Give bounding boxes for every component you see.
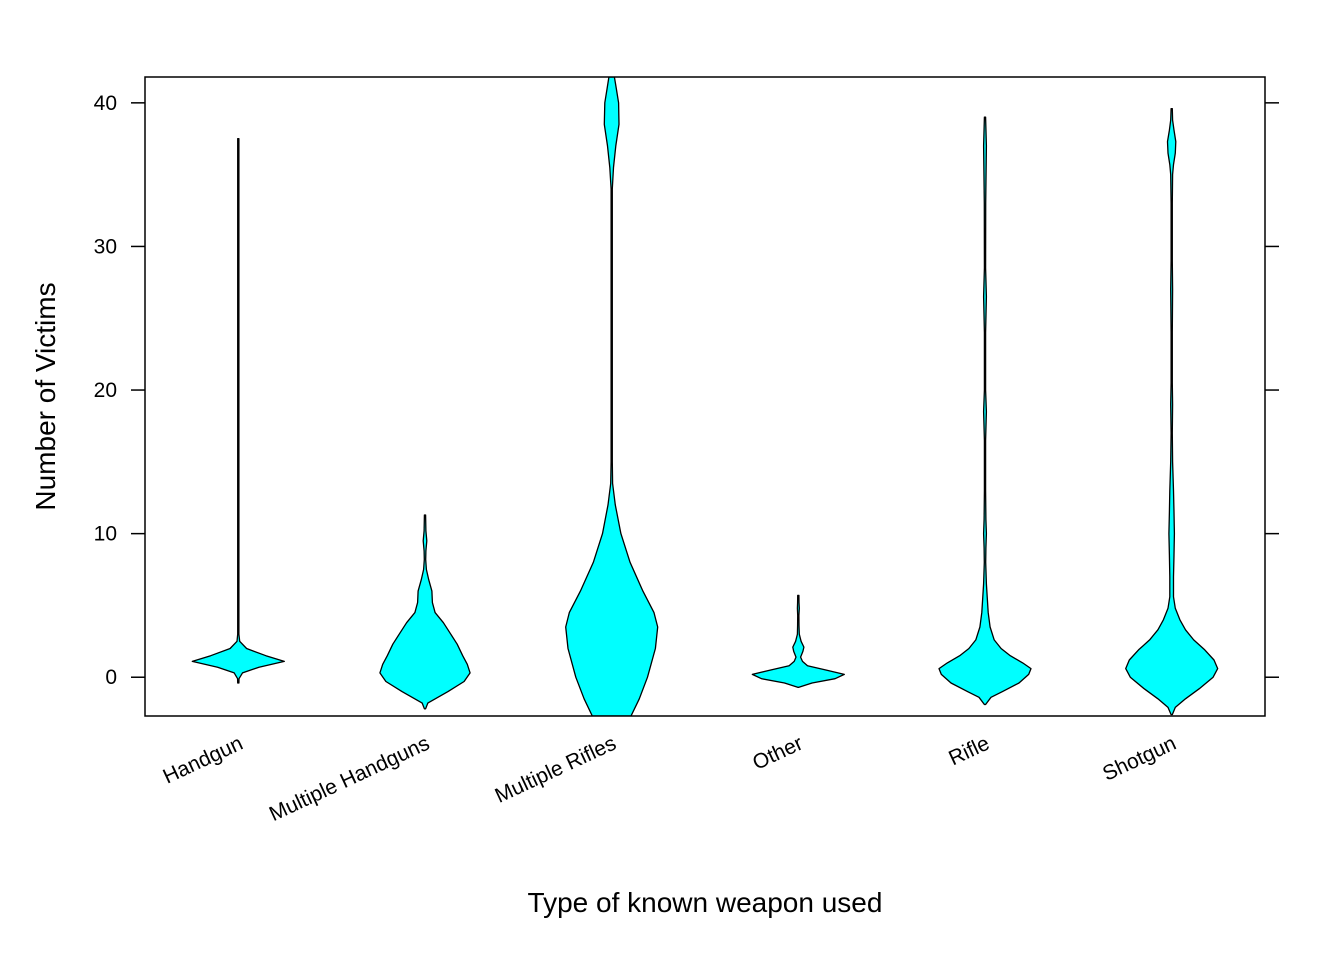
plot-frame xyxy=(144,76,1266,717)
y-tick-label: 30 xyxy=(94,235,117,258)
x-tick-label: Multiple Rifles xyxy=(492,732,620,808)
y-tick-label: 20 xyxy=(94,379,117,402)
violin-multiple-handguns xyxy=(379,514,471,710)
x-tick-label: Other xyxy=(749,732,806,775)
x-axis: Handgun Multiple Handguns Multiple Rifles O… xyxy=(159,732,1179,826)
violin-layer xyxy=(191,77,1219,716)
x-tick-label: Shotgun xyxy=(1099,732,1180,786)
y-tick-label: 40 xyxy=(94,92,117,115)
x-tick-label: Handgun xyxy=(159,732,246,789)
violin-shotgun xyxy=(1125,107,1219,716)
y-axis: 0 10 20 30 40 xyxy=(94,92,1279,689)
y-axis-title: Number of Victims xyxy=(30,282,61,510)
violin-rifle xyxy=(938,116,1032,706)
violin-multiple-rifles xyxy=(565,77,659,716)
x-tick-label: Multiple Handguns xyxy=(266,732,433,826)
y-tick-label: 0 xyxy=(105,666,117,689)
violin-other xyxy=(751,594,845,688)
violin-handgun xyxy=(191,138,285,684)
x-axis-title: Type of known weapon used xyxy=(528,887,883,918)
x-tick-label: Rifle xyxy=(945,732,993,771)
y-tick-label: 10 xyxy=(94,523,117,546)
